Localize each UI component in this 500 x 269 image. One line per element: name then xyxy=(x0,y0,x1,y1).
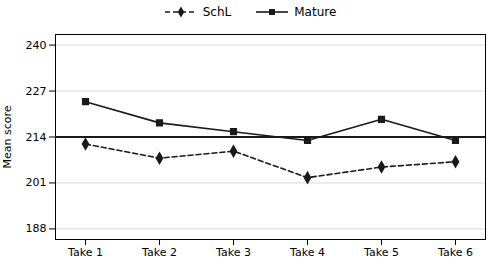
svg-text:188: 188 xyxy=(26,222,47,235)
svg-text:Take 1: Take 1 xyxy=(67,246,103,259)
svg-text:Take 5: Take 5 xyxy=(363,246,399,259)
svg-text:214: 214 xyxy=(26,131,47,144)
svg-text:240: 240 xyxy=(26,39,47,52)
svg-text:Take 3: Take 3 xyxy=(215,246,251,259)
svg-text:227: 227 xyxy=(26,85,47,98)
svg-text:Take 2: Take 2 xyxy=(141,246,177,259)
svg-text:Mean score: Mean score xyxy=(1,105,14,168)
html-text:Mature: Mature xyxy=(294,5,337,19)
svg-text:Take 6: Take 6 xyxy=(437,246,473,259)
svg-text:Take 4: Take 4 xyxy=(289,246,325,259)
html-text:SchL: SchL xyxy=(202,5,232,19)
svg-text:201: 201 xyxy=(26,176,47,189)
